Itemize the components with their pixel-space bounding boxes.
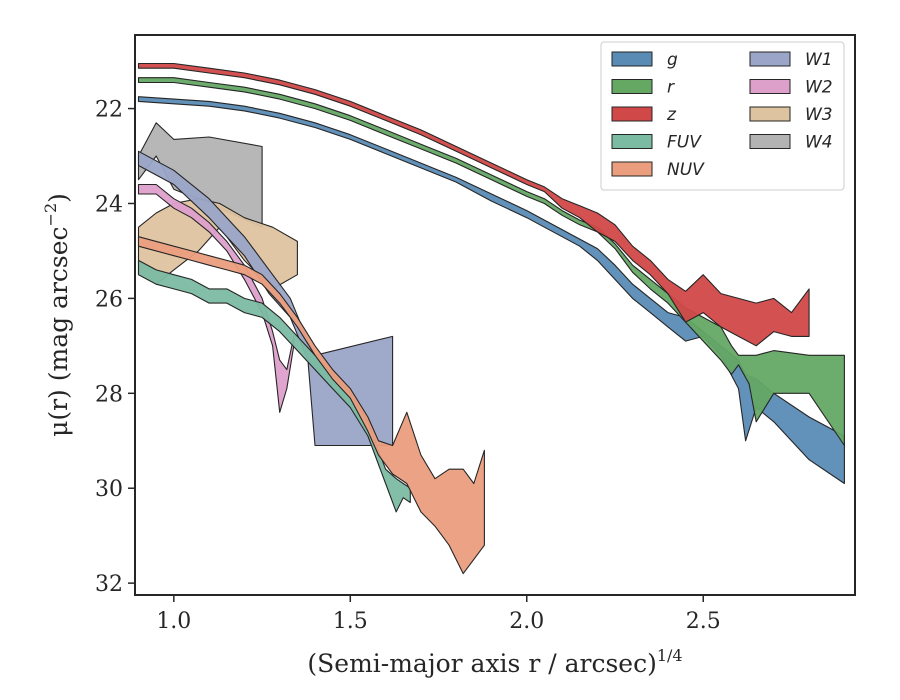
legend-label-fuv: FUV [667,133,702,153]
y-tick-label: 28 [95,382,123,407]
legend-swatch-w1 [749,51,791,67]
y-tick-label: 22 [95,98,123,123]
legend-label-w3: W3 [805,105,833,125]
legend-swatch-nuv [611,161,653,177]
x-tick-label: 1.0 [156,609,191,634]
series-band-nuv [137,236,485,575]
x-tick-label: 2.5 [686,609,721,634]
x-axis-label: (Semi-major axis r / arcsec)1/4 [307,646,682,678]
y-axis-label-exponent: −2 [41,203,60,227]
y-axis-label-text: μ(r) (mag arcsec [44,226,73,436]
legend: grz FUV NUV W1 W2 W3 W4 [600,41,845,191]
legend-label-w2: W2 [805,78,833,98]
legend-label-z: z [666,105,677,125]
legend-swatch-w3 [749,106,791,122]
legend-label-w4: W4 [805,133,833,153]
x-tick-label: 1.5 [333,609,368,634]
x-axis-label-text: (Semi-major axis r / arcsec) [307,649,656,678]
y-axis-label-close: ) [44,193,73,203]
series-band-g [137,96,845,485]
legend-swatch-r [611,79,653,94]
x-axis-label-exponent: 1/4 [657,646,683,665]
series-layer [137,62,845,575]
y-tick-label: 30 [95,477,123,502]
y-tick-label: 26 [95,287,123,312]
legend-swatch-fuv [611,134,653,149]
ticks-layer: 1.0 1.5 2.0 2.5 22 24 26 28 30 32 [95,98,721,634]
legend-swatch-z [611,106,653,122]
y-tick-label: 32 [95,572,123,597]
series-band-z [137,62,810,347]
legend-label-g: g [667,50,678,70]
y-axis-label: μ(r) (mag arcsec−2) [41,193,73,437]
x-tick-label: 2.0 [509,609,544,634]
plot-frame [134,34,856,596]
legend-label-w1: W1 [805,50,833,70]
legend-swatch-g [611,51,653,67]
y-tick-label: 24 [95,192,123,217]
legend-swatch-w4 [749,134,791,149]
series-band-r [137,77,845,447]
legend-label-r: r [667,78,675,98]
legend-label-nuv: NUV [667,160,705,180]
legend-swatch-w2 [749,79,791,94]
series-band-fuv [137,259,411,513]
